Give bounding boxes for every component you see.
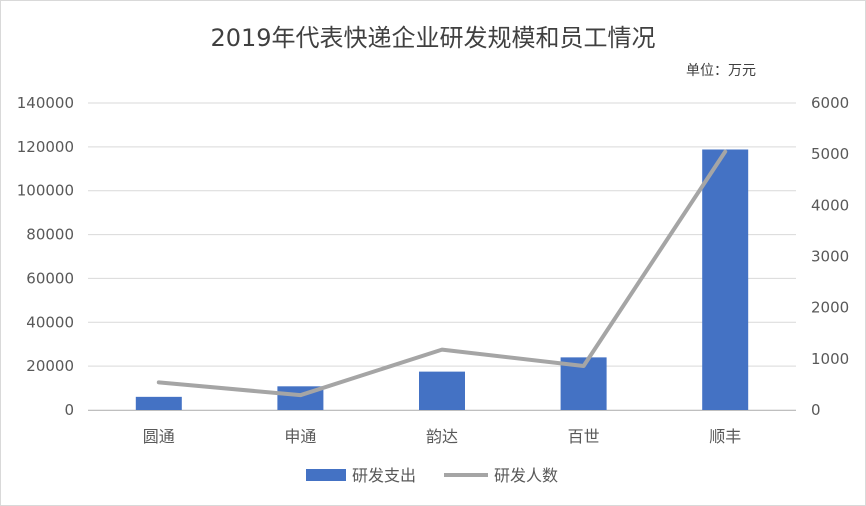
y-right-tick-label: 2000	[811, 299, 849, 317]
y-axis-right: 0 1000 2000 3000 4000 5000 6000	[811, 94, 849, 419]
x-tick-label: 百世	[568, 427, 600, 446]
bar-4	[702, 149, 749, 410]
line-series	[156, 149, 728, 398]
y-left-tick-label: 60000	[26, 269, 74, 287]
y-left-tick-label: 0	[64, 401, 74, 419]
chart-title: 2019年代表快递企业研发规模和员工情况	[210, 24, 656, 52]
y-left-tick-label: 40000	[26, 313, 74, 331]
y-right-tick-label: 6000	[811, 94, 849, 112]
unit-note: 单位：万元	[686, 63, 756, 79]
legend: 研发支出 研发人数	[306, 466, 558, 485]
y-left-tick-label: 140000	[17, 94, 74, 112]
y-left-tick-label: 20000	[26, 357, 74, 375]
y-left-tick-label: 100000	[17, 182, 74, 200]
x-tick-label: 申通	[284, 427, 316, 446]
line-path	[156, 149, 728, 398]
y-right-tick-label: 5000	[811, 145, 849, 163]
x-tick-label: 圆通	[143, 427, 175, 446]
y-left-tick-label: 120000	[17, 138, 74, 156]
bar-0	[135, 396, 182, 410]
legend-swatch-bar	[306, 469, 346, 481]
y-right-tick-label: 4000	[811, 196, 849, 214]
y-right-tick-label: 3000	[811, 248, 849, 266]
bar-series	[135, 149, 749, 410]
x-tick-label: 顺丰	[709, 427, 741, 446]
gridlines	[88, 102, 796, 411]
y-left-tick-label: 80000	[26, 226, 74, 244]
x-axis: 圆通 申通 韵达 百世 顺丰	[88, 410, 796, 446]
legend-label-bar: 研发支出	[352, 466, 416, 485]
y-right-tick-label: 1000	[811, 350, 849, 368]
legend-label-line: 研发人数	[494, 466, 558, 485]
bar-2	[419, 371, 465, 410]
x-tick-label: 韵达	[426, 427, 458, 446]
y-axis-left: 0 20000 40000 60000 80000 100000 120000 140000	[17, 94, 74, 419]
y-right-tick-label: 0	[811, 401, 821, 419]
